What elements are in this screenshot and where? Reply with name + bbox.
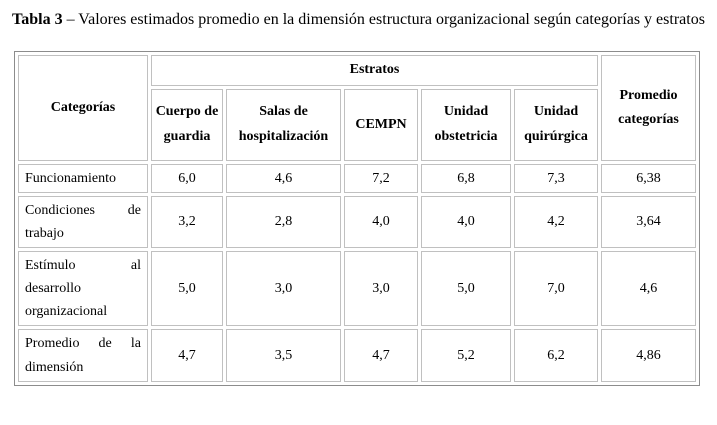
column-header-promedio-categorias: Promedio categorías — [601, 55, 696, 161]
category-cell: Promedio de la dimensión — [18, 329, 148, 382]
stratum-header-row: Cuerpo de guardia Salas de hospitalizaci… — [18, 88, 696, 161]
column-header-categorias: Categorías — [18, 55, 148, 161]
column-header-cuerpo-de-guardia: Cuerpo de guardia — [151, 88, 223, 161]
value-cell: 4,6 — [226, 163, 341, 193]
value-cell: 6,2 — [514, 329, 598, 382]
table-row: Funcionamiento 6,0 4,6 7,2 6,8 7,3 6,38 — [18, 163, 696, 193]
value-cell: 4,6 — [601, 251, 696, 327]
value-cell: 7,0 — [514, 251, 598, 327]
category-cell: Funcionamiento — [18, 163, 148, 193]
table-row: Condiciones de trabajo 3,2 2,8 4,0 4,0 4… — [18, 195, 696, 249]
value-cell: 3,2 — [151, 195, 223, 249]
value-cell: 7,3 — [514, 163, 598, 193]
table-caption-text: – Valores estimados promedio en la dimen… — [66, 11, 705, 28]
table-row: Promedio de la dimensión 4,7 3,5 4,7 5,2… — [18, 329, 696, 382]
table-caption: Tabla 3 – Valores estimados promedio en … — [0, 0, 717, 35]
value-cell: 5,0 — [421, 251, 511, 327]
value-cell: 5,0 — [151, 251, 223, 327]
value-cell: 4,0 — [421, 195, 511, 249]
value-cell: 2,8 — [226, 195, 341, 249]
value-cell: 3,64 — [601, 195, 696, 249]
value-cell: 3,0 — [344, 251, 418, 327]
group-header-estratos: Estratos — [151, 55, 598, 86]
value-cell: 4,0 — [344, 195, 418, 249]
table-caption-number: Tabla 3 — [12, 11, 63, 28]
value-cell: 4,7 — [344, 329, 418, 382]
category-cell: Estímulo al desarrollo organizacional — [18, 251, 148, 327]
value-cell: 4,86 — [601, 329, 696, 382]
value-cell: 7,2 — [344, 163, 418, 193]
value-cell: 6,8 — [421, 163, 511, 193]
column-header-salas-de-hospitalizacion: Salas de hospitalización — [226, 88, 341, 161]
group-header-row: Categorías Estratos Promedio categorías — [18, 55, 696, 161]
column-header-unidad-quirurgica: Unidad quirúrgica — [514, 88, 598, 161]
data-table: Categorías Estratos Promedio categorías … — [14, 51, 700, 386]
column-header-cempn: CEMPN — [344, 88, 418, 161]
value-cell: 6,0 — [151, 163, 223, 193]
value-cell: 4,7 — [151, 329, 223, 382]
value-cell: 6,38 — [601, 163, 696, 193]
table-row: Estímulo al desarrollo organizacional 5,… — [18, 251, 696, 327]
category-cell: Condiciones de trabajo — [18, 195, 148, 249]
value-cell: 4,2 — [514, 195, 598, 249]
value-cell: 3,0 — [226, 251, 341, 327]
value-cell: 5,2 — [421, 329, 511, 382]
column-header-unidad-obstetricia: Unidad obstetricia — [421, 88, 511, 161]
value-cell: 3,5 — [226, 329, 341, 382]
